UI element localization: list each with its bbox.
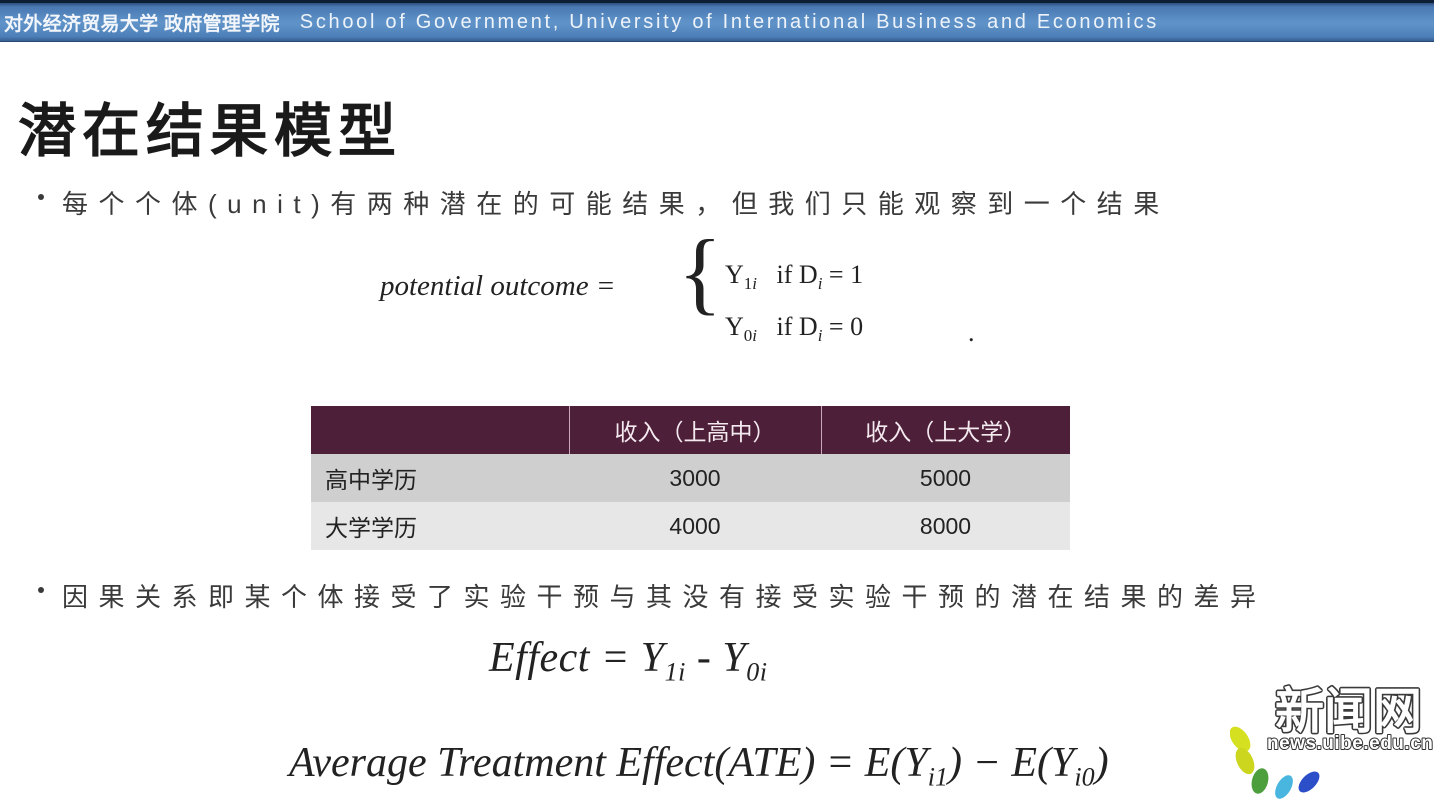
svg-text:新闻网: 新闻网 <box>1275 685 1422 739</box>
svg-text:news.uibe.edu.cn: news.uibe.edu.cn <box>1267 733 1433 754</box>
